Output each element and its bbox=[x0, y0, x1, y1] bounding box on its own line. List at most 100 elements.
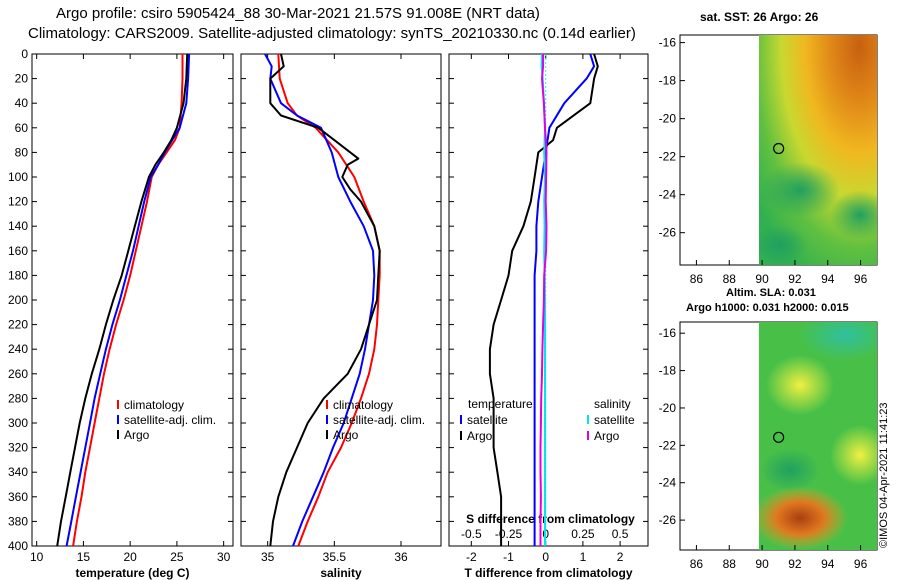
legend-label: Argo bbox=[594, 429, 620, 443]
series-line-climatology bbox=[72, 54, 184, 547]
salinity-panel-xlabel: salinity bbox=[320, 566, 362, 580]
legend-label: temperature bbox=[468, 397, 533, 411]
temperature-tick-label: 20 bbox=[123, 550, 137, 564]
t-diff-tick-label: -1 bbox=[503, 550, 514, 564]
t-diff-tick-label: 1 bbox=[580, 550, 587, 564]
depth-tick-label: 340 bbox=[8, 465, 28, 479]
t-diff-tick-label: -2 bbox=[466, 550, 477, 564]
lat-tick-label: -26 bbox=[659, 513, 677, 527]
depth-tick-label: 20 bbox=[15, 72, 29, 86]
lat-tick-label: -22 bbox=[659, 438, 677, 452]
lat-tick-label: -16 bbox=[659, 36, 677, 50]
temperature-panel-xlabel: temperature (deg C) bbox=[75, 566, 189, 580]
temperature-tick-label: 25 bbox=[170, 550, 184, 564]
depth-tick-label: 400 bbox=[8, 539, 28, 553]
lon-tick-label: 92 bbox=[788, 557, 802, 571]
series-line-argo bbox=[269, 53, 381, 547]
lat-tick-label: -20 bbox=[659, 401, 677, 415]
series-line-climatology bbox=[277, 53, 381, 547]
lon-tick-label: 90 bbox=[755, 272, 769, 286]
depth-tick-label: 80 bbox=[15, 145, 29, 159]
lon-tick-label: 86 bbox=[690, 272, 704, 286]
sla-map bbox=[679, 321, 878, 551]
depth-tick-label: 140 bbox=[8, 219, 28, 233]
lon-tick-label: 92 bbox=[788, 272, 802, 286]
depth-tick-label: 180 bbox=[8, 268, 28, 282]
sst-cool-patch bbox=[760, 162, 840, 218]
lat-tick-label: -26 bbox=[659, 226, 677, 240]
series-line-temperature-argo bbox=[488, 53, 599, 546]
lon-tick-label: 94 bbox=[821, 272, 835, 286]
sla-high-east bbox=[830, 425, 877, 485]
temperature-panel-frame bbox=[31, 53, 234, 547]
sla-high-north bbox=[766, 355, 834, 415]
legend-label: satellite-adj. clim. bbox=[124, 413, 216, 427]
lat-tick-label: -24 bbox=[659, 188, 677, 202]
sst-map-axes: -16 -18 -20 -22 -24 -26 86 88 90 92 94 96 bbox=[659, 36, 868, 286]
lat-tick-label: -18 bbox=[659, 364, 677, 378]
lat-tick-label: -16 bbox=[659, 326, 677, 340]
depth-tick-label: 120 bbox=[8, 195, 28, 209]
sla-high-south bbox=[759, 486, 848, 550]
salinity-tick-label: 35 bbox=[261, 550, 275, 564]
depth-tick-label: 260 bbox=[8, 367, 28, 381]
t-diff-tick-label: 0 bbox=[542, 550, 549, 564]
lat-tick-label: -20 bbox=[659, 112, 677, 126]
difference-panel-xlabel: T difference from climatology bbox=[464, 566, 632, 580]
salinity-tick-label: 36 bbox=[394, 550, 408, 564]
lon-tick-label: 96 bbox=[854, 272, 868, 286]
depth-tick-label: 240 bbox=[8, 342, 28, 356]
series-line-satellite-adj-clim- bbox=[264, 53, 376, 547]
legend-label: Argo bbox=[124, 428, 150, 442]
sst-map bbox=[679, 34, 878, 266]
lon-tick-label: 88 bbox=[723, 272, 737, 286]
sla-teal-patch bbox=[800, 322, 877, 360]
depth-tick-label: 200 bbox=[8, 293, 28, 307]
series-line-temperature-satellite bbox=[533, 53, 596, 546]
depth-tick-label: 40 bbox=[15, 96, 29, 110]
t-diff-tick-label: 2 bbox=[617, 550, 624, 564]
legend-label: Argo bbox=[333, 428, 359, 442]
lon-tick-label: 86 bbox=[690, 557, 704, 571]
lon-tick-label: 94 bbox=[821, 557, 835, 571]
lon-tick-label: 96 bbox=[854, 557, 868, 571]
depth-tick-label: 0 bbox=[21, 47, 28, 61]
temperature-tick-label: 15 bbox=[77, 550, 91, 564]
depth-tick-label: 360 bbox=[8, 490, 28, 504]
legend-label: climatology bbox=[333, 398, 393, 412]
salinity-tick-label: 35.5 bbox=[323, 550, 347, 564]
temperature-tick-label: 30 bbox=[217, 550, 231, 564]
salinity-panel-frame bbox=[240, 53, 442, 547]
sla-low-patch bbox=[760, 448, 820, 492]
series-line-argo bbox=[56, 53, 189, 547]
legend-label: satellite bbox=[467, 413, 508, 427]
figure-title-line2: Climatology: CARS2009. Satellite-adjuste… bbox=[28, 25, 636, 42]
sla-map-title-line1: Altim. SLA: 0.031 bbox=[726, 287, 816, 299]
sst-cool-patch-east bbox=[830, 190, 877, 240]
lat-tick-label: -22 bbox=[659, 150, 677, 164]
lat-tick-label: -24 bbox=[659, 476, 677, 490]
series-line-satellite-adj-clim- bbox=[65, 53, 191, 547]
argo-position-marker bbox=[773, 431, 785, 443]
lon-tick-label: 88 bbox=[723, 557, 737, 571]
depth-tick-label: 100 bbox=[8, 170, 28, 184]
depth-tick-label: 320 bbox=[8, 441, 28, 455]
sla-map-title-line2: Argo h1000: 0.031 h2000: 0.015 bbox=[686, 302, 849, 314]
salinity-panel: 35 35.5 36 salinity climatologysatellite-adj… bbox=[240, 53, 442, 580]
depth-tick-label: 280 bbox=[8, 391, 28, 405]
sla-map-axes: -16 -18 -20 -22 -24 -26 86 88 90 92 94 96 bbox=[659, 326, 868, 571]
sst-cool-patch-south bbox=[759, 225, 808, 265]
series-line-salinity-argo bbox=[539, 54, 548, 546]
s-diff-tick-label: 0.5 bbox=[612, 527, 629, 541]
depth-tick-label: 300 bbox=[8, 416, 28, 430]
s-diff-tick-label: -0.25 bbox=[495, 527, 523, 541]
legend-label: satellite-adj. clim. bbox=[333, 413, 425, 427]
temperature-tick-label: 10 bbox=[30, 550, 44, 564]
legend-label: satellite bbox=[594, 413, 635, 427]
temperature-panel: 0 20 40 60 80 100 120 140 160 180 200 220 240 260 280 3… bbox=[8, 47, 234, 580]
depth-tick-label: 160 bbox=[8, 244, 28, 258]
s-diff-tick-label: -0.5 bbox=[461, 527, 482, 541]
legend-label: salinity bbox=[594, 397, 631, 411]
figure-title-line1: Argo profile: csiro 5905424_88 30-Mar-20… bbox=[56, 5, 540, 22]
sst-map-title: sat. SST: 26 Argo: 26 bbox=[700, 10, 819, 24]
